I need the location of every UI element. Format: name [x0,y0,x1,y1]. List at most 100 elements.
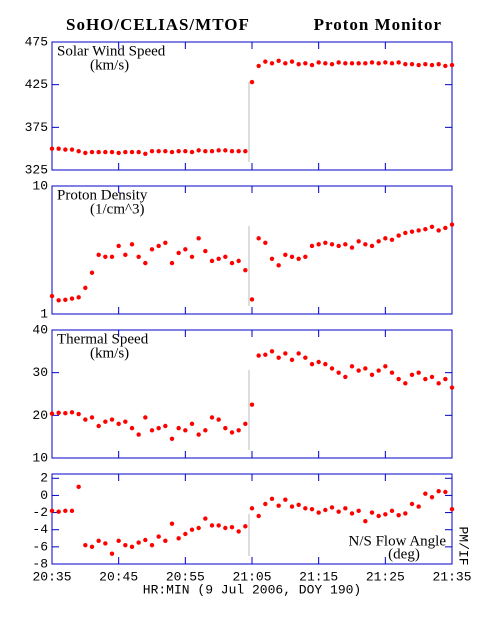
data-point [143,415,148,420]
data-point [136,149,141,155]
data-point [189,527,195,532]
data-point [89,415,95,420]
data-point [256,63,261,69]
data-point [376,513,381,519]
data-point [316,60,321,65]
data-point [309,506,315,512]
x-tick-label: 21:35 [432,569,471,584]
data-point [263,240,268,245]
data-point [356,508,361,514]
data-point [183,531,188,537]
data-point [256,353,261,358]
data-point [169,260,175,266]
x-tick-label: 21:25 [366,569,405,584]
data-point [243,267,248,273]
y-tick-label: 375 [25,120,48,135]
data-point [329,242,335,247]
data-point [216,417,221,422]
data-point [403,230,408,236]
data-point [96,423,101,429]
data-point [123,252,128,258]
data-point [69,147,75,152]
y-tick-label: 2 [40,471,48,486]
data-point [443,63,448,69]
data-point [343,374,348,380]
data-point [283,252,288,258]
data-point [56,410,61,415]
data-point [229,260,235,266]
data-point [363,61,368,66]
data-point [349,511,355,516]
x-tick-label: 20:45 [99,569,138,584]
data-point [416,504,421,509]
data-point [149,428,155,433]
data-point [236,149,241,154]
data-point [329,505,335,510]
data-point [189,254,195,259]
panel-title: Thermal Speed [57,331,149,347]
data-point [263,59,268,64]
data-point [363,518,368,524]
data-point [329,61,335,67]
data-point [336,243,341,249]
data-point [336,509,341,514]
data-point [249,506,255,511]
data-point [83,150,88,156]
panel-title: N/S Flow Angle [348,533,446,549]
data-point [223,425,228,431]
data-point [63,508,68,514]
data-point [343,506,348,511]
data-point [129,242,135,247]
data-point [243,524,248,529]
data-point [376,239,381,244]
y-tick-label: 425 [25,77,48,92]
data-point [149,149,155,154]
data-point [183,149,188,154]
data-point [209,149,215,154]
data-point [389,508,395,514]
data-point [236,529,241,534]
data-point [103,419,108,424]
data-point [109,149,115,155]
data-point [256,236,261,241]
data-point [443,225,448,231]
data-point [163,149,168,154]
data-point [103,149,108,155]
data-point [323,361,328,367]
data-point [129,544,135,550]
data-point [129,149,135,155]
data-point [303,355,308,360]
data-point [316,242,321,247]
data-point [196,432,201,437]
data-point [429,494,435,500]
data-point [109,254,115,259]
data-point [436,61,441,67]
data-point [203,149,208,154]
data-point [443,489,448,495]
data-point [176,250,181,256]
panel-title: Proton Density [57,187,148,203]
data-point [363,366,368,371]
data-point [83,417,88,422]
data-point [56,146,61,151]
data-point [189,149,195,155]
data-point [303,61,308,66]
panel-title: Solar Wind Speed [57,43,166,59]
y-tick-label: -8 [32,556,48,571]
data-point [76,411,81,417]
data-point [409,229,415,234]
data-point [289,357,295,363]
data-point [429,62,435,68]
data-point [129,425,135,431]
data-point [409,501,415,507]
data-point [49,508,55,514]
data-point [263,501,268,507]
data-point [316,510,321,515]
data-point [449,506,455,512]
data-point [369,372,375,377]
data-point [316,359,321,365]
data-point [163,538,168,544]
data-point [323,61,328,66]
data-point [369,510,375,515]
y-tick-label: 20 [32,408,48,423]
